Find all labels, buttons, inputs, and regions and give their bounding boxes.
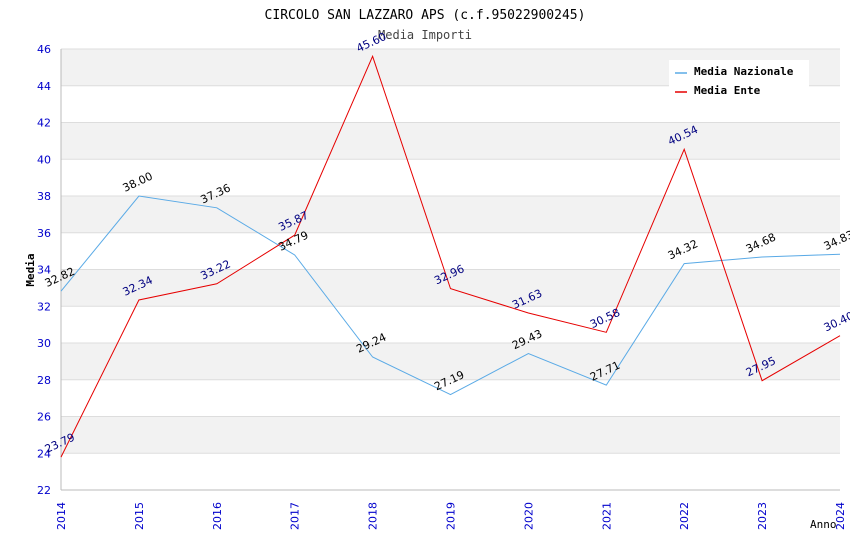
x-tick-label: 2018 <box>367 502 380 530</box>
chart-title: CIRCOLO SAN LAZZARO APS (c.f.95022900245… <box>265 8 586 23</box>
y-tick-label: 32 <box>37 300 51 313</box>
x-tick-label: 2020 <box>522 502 535 530</box>
y-tick-label: 38 <box>37 190 51 203</box>
grid-band <box>61 343 840 380</box>
x-tick-labels: 2014 2015 2016 2017 2018 2019 2020 2021 2022 2023… <box>55 502 847 530</box>
axes <box>60 49 840 491</box>
y-tick-label: 28 <box>37 374 51 387</box>
x-tick-label: 2024 <box>834 502 847 530</box>
y-tick-label: 26 <box>37 411 51 424</box>
grid-band <box>61 122 840 160</box>
data-label: 30.40 <box>822 309 850 334</box>
y-tick-label: 34 <box>37 264 51 277</box>
y-tick-label: 30 <box>37 337 51 350</box>
legend-box <box>669 60 809 100</box>
legend-label-nazionale: Media Nazionale <box>694 65 794 78</box>
y-tick-label: 24 <box>37 447 51 460</box>
y-tick-label: 44 <box>37 80 51 93</box>
x-tick-label: 2021 <box>600 502 613 530</box>
data-label: 34.68 <box>744 231 778 256</box>
y-tick-label: 36 <box>37 227 51 240</box>
y-axis-label: Media <box>24 253 37 286</box>
y-tick-labels: 22 24 26 28 30 32 34 36 38 40 42 44 46 <box>37 43 51 497</box>
x-axis-label: Anno <box>810 518 837 531</box>
x-tick-label: 2019 <box>445 502 458 530</box>
chart-subtitle: Media Importi <box>378 28 472 42</box>
x-tick-label: 2016 <box>211 502 224 530</box>
legend-label-ente: Media Ente <box>694 84 761 97</box>
data-label: 38.00 <box>121 170 155 195</box>
x-tick-label: 2017 <box>289 502 302 530</box>
y-tick-label: 46 <box>37 43 51 56</box>
y-tick-label: 22 <box>37 484 51 497</box>
legend: Media Nazionale Media Ente <box>669 60 809 100</box>
series-line-ente <box>60 54 841 458</box>
series-lines <box>60 54 841 458</box>
y-tick-label: 42 <box>37 117 51 130</box>
grid-bands <box>61 49 840 454</box>
grid-band <box>61 416 840 454</box>
series-line-nazionale <box>60 195 841 396</box>
x-tick-label: 2023 <box>756 502 769 530</box>
x-tick-label: 2015 <box>133 502 146 530</box>
y-tick-label: 40 <box>37 153 51 166</box>
data-label: 34.32 <box>666 237 700 262</box>
x-tick-label: 2014 <box>55 502 68 530</box>
data-label: 30.58 <box>588 306 622 331</box>
x-tick-label: 2022 <box>678 502 691 530</box>
